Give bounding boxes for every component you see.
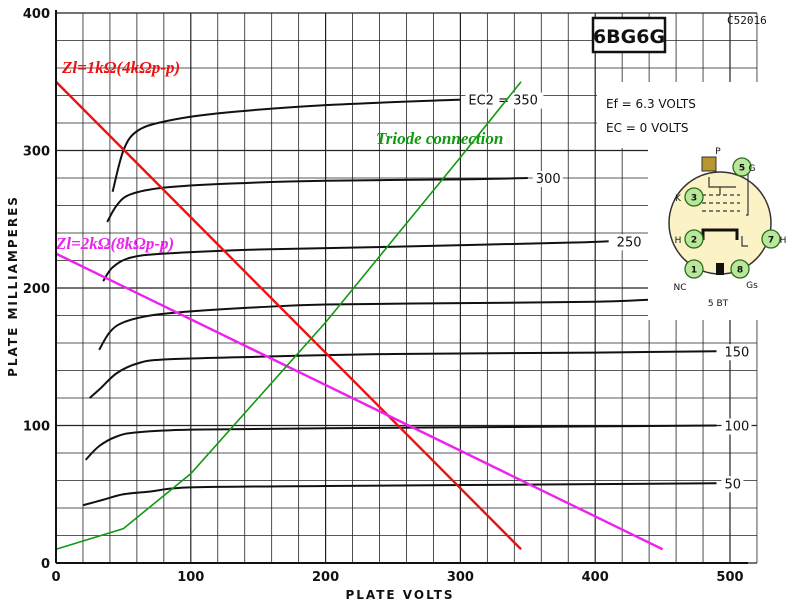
socket-pin-label: G (749, 164, 756, 174)
plate-curves (82, 98, 717, 507)
plate-curve-5 (84, 424, 717, 461)
x-tick-label: 400 (582, 570, 609, 585)
socket-pin-number: 2 (691, 236, 697, 246)
curve-label-bg (532, 171, 563, 187)
socket-pin-1 (684, 259, 704, 279)
x-tick-label: 500 (716, 570, 743, 585)
chart-code: C52016 (727, 14, 767, 27)
plate-curve-1 (106, 177, 528, 223)
series-line-2 (55, 81, 522, 551)
load-line-1k-label: Zl=1kΩ(4kΩp-p) (61, 58, 180, 77)
socket-pin-label: K (675, 194, 682, 204)
triode-connection-label: Triode connection (376, 129, 503, 148)
tick-labels: 0 100 200 300 400 500 0 100 200 300 400 (23, 7, 744, 585)
socket-pin-label: H (675, 236, 682, 246)
y-tick-label: 0 (41, 557, 50, 572)
socket-pin-2 (684, 229, 704, 249)
x-tick-label: 200 (312, 570, 339, 585)
socket-pin-number: 7 (768, 236, 774, 246)
plate-curve-3 (98, 298, 663, 351)
curve-label-5: 100 (725, 420, 750, 435)
tube-title-box (591, 16, 667, 54)
load-lines (55, 80, 664, 551)
socket-pin-8 (730, 259, 750, 279)
curve-label-4: 150 (725, 345, 750, 360)
condition-ef: Ef = 6.3 VOLTS (606, 97, 696, 111)
key-bar (716, 263, 724, 275)
x-axis-title: PLATE VOLTS (345, 588, 454, 602)
socket-pin-3 (684, 187, 704, 207)
tube-title: 6BG6G (593, 26, 665, 48)
socket-pin-number: 3 (691, 194, 697, 204)
condition-ec: EC = 0 VOLTS (606, 121, 689, 135)
curve-label-bg (465, 92, 544, 109)
x-tick-label: 0 (51, 570, 60, 585)
socket-pin-number: 1 (691, 266, 697, 276)
y-tick-label: 200 (23, 282, 50, 297)
series-line-0 (55, 80, 522, 551)
curve-label-bg (721, 418, 752, 435)
plate-curve-6 (82, 482, 717, 507)
socket-base-label: 5 BT (708, 299, 729, 309)
x-tick-label: 100 (177, 570, 204, 585)
curve-label-bg (721, 344, 752, 361)
series-line-1 (55, 252, 664, 551)
curve-label-2: 250 (617, 235, 642, 250)
socket-pin-number: 5 (739, 164, 745, 174)
x-tick-label: 300 (447, 570, 474, 585)
y-axis-title: PLATE MILLIAMPERES (6, 195, 20, 377)
load-line-2k-label: Zl=2kΩ(8kΩp-p) (55, 234, 174, 253)
plate-curve-4 (89, 350, 717, 399)
socket-pin-5 (732, 157, 752, 177)
curve-label-6: 50 (725, 477, 742, 492)
socket-pin-p-label: P (715, 147, 721, 157)
socket-pin-label: H (780, 236, 787, 246)
curve-label-bg (613, 234, 644, 251)
y-tick-label: 100 (23, 420, 50, 435)
conditions-box (597, 82, 797, 148)
socket-pin-7 (761, 229, 781, 249)
y-tick-label: 300 (23, 145, 50, 160)
y-tick-label: 400 (23, 7, 50, 22)
socket-pin-label: NC (673, 283, 686, 293)
curve-label-bg (721, 476, 744, 493)
socket-pin-number: 8 (737, 266, 743, 276)
socket-pin-label: Gs (746, 281, 758, 291)
key-pin-p (701, 156, 717, 172)
curve-label-0: EC2 = 350 (468, 94, 538, 109)
plate-curve-2 (102, 240, 609, 282)
curve-label-1: 300 (536, 172, 561, 187)
